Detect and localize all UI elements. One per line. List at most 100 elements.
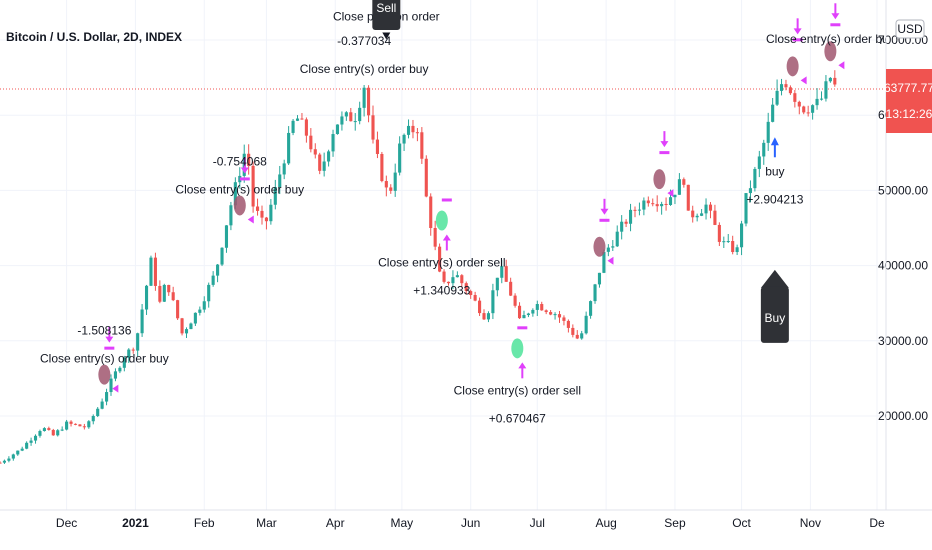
candle <box>264 216 268 230</box>
candle <box>433 220 437 251</box>
candle <box>38 429 42 438</box>
candle <box>331 129 335 157</box>
candle <box>162 283 166 302</box>
candle <box>180 317 184 336</box>
candle <box>824 75 828 102</box>
candle <box>664 197 668 211</box>
candle <box>353 113 357 131</box>
candle <box>20 446 24 452</box>
exit-bar-marker <box>104 346 115 350</box>
y-tick-label: 20000.00 <box>878 409 928 423</box>
candle <box>575 330 579 340</box>
entry-flag-marker <box>838 61 845 70</box>
exit-arrowhead <box>831 13 840 20</box>
candle <box>211 271 215 287</box>
x-tick-label: Aug <box>595 516 616 530</box>
candle <box>220 247 224 267</box>
candle <box>748 180 752 203</box>
x-tick-label: Apr <box>326 516 345 530</box>
candle <box>193 312 197 327</box>
candle <box>375 131 379 159</box>
candle <box>269 198 273 225</box>
candle <box>593 283 597 304</box>
candle <box>29 437 33 446</box>
trade-annotation-text: Close entry(s) order buy <box>40 352 169 366</box>
x-tick-label: 2021 <box>122 516 149 530</box>
candle <box>273 179 277 210</box>
candle <box>344 111 348 121</box>
buy-entry-arrowhead <box>770 137 779 146</box>
candle <box>491 283 495 320</box>
candle <box>788 85 792 95</box>
candle <box>797 100 801 115</box>
candle <box>731 235 735 255</box>
candle <box>167 284 171 296</box>
buy-exit-circle-marker <box>824 41 837 62</box>
candle <box>96 407 100 418</box>
entry-flag-marker <box>247 215 254 224</box>
candle <box>553 312 557 320</box>
trade-annotation-text: -0.754068 <box>213 154 267 168</box>
candle <box>473 291 477 302</box>
candle <box>833 70 837 87</box>
candle <box>478 297 482 316</box>
candle <box>757 150 761 178</box>
currency-button[interactable]: USD <box>895 19 925 39</box>
candle <box>140 304 144 337</box>
x-tick-label: Mar <box>256 516 277 530</box>
candle <box>766 112 770 151</box>
candle <box>611 240 615 252</box>
candle <box>42 427 46 432</box>
candle <box>642 197 646 216</box>
candle <box>260 205 264 225</box>
candle <box>367 85 371 123</box>
sell-signal-label: Sell <box>372 0 401 30</box>
candle <box>828 77 832 83</box>
candle <box>122 355 126 372</box>
candle <box>531 308 535 317</box>
candle <box>500 259 504 284</box>
candle <box>131 347 135 354</box>
exit-arrowhead <box>442 234 451 241</box>
candle <box>51 428 55 436</box>
candle <box>713 204 717 226</box>
candle <box>313 143 317 159</box>
candle <box>282 159 286 180</box>
symbol-title: Bitcoin / U.S. Dollar, 2D, INDEX <box>6 30 182 44</box>
exit-arrowhead <box>660 141 669 148</box>
x-tick-label: Jun <box>461 516 480 530</box>
exit-arrowhead <box>240 167 249 174</box>
candle <box>704 198 708 220</box>
candle <box>455 271 459 278</box>
candle <box>389 184 393 194</box>
candle <box>189 322 193 330</box>
candle <box>628 203 633 232</box>
candle <box>535 300 539 316</box>
candle <box>509 277 513 297</box>
candle <box>73 423 78 426</box>
trade-annotation-text: buy <box>765 164 784 178</box>
candle <box>482 309 486 320</box>
time-axis-ticks[interactable]: Dec 2021 Feb Mar Apr May Jun Jul Aug Sep Oct Nov De <box>56 516 885 530</box>
exit-bar-marker <box>441 198 452 202</box>
candle <box>69 420 73 427</box>
candle <box>460 274 464 287</box>
candle <box>100 398 104 410</box>
candle <box>202 296 206 313</box>
candle <box>304 117 308 143</box>
candle <box>309 128 313 153</box>
buy-exit-circle-marker <box>786 56 799 77</box>
candle <box>540 301 544 311</box>
candle <box>176 299 180 320</box>
buy-exit-circle-marker <box>593 236 606 257</box>
candle <box>278 165 282 195</box>
candle <box>522 310 526 319</box>
candle <box>708 202 713 219</box>
trade-markers-layer <box>98 3 845 393</box>
candle <box>318 152 322 175</box>
candle <box>358 101 362 125</box>
candle <box>544 309 548 315</box>
candle <box>451 270 455 290</box>
candle <box>198 306 202 316</box>
